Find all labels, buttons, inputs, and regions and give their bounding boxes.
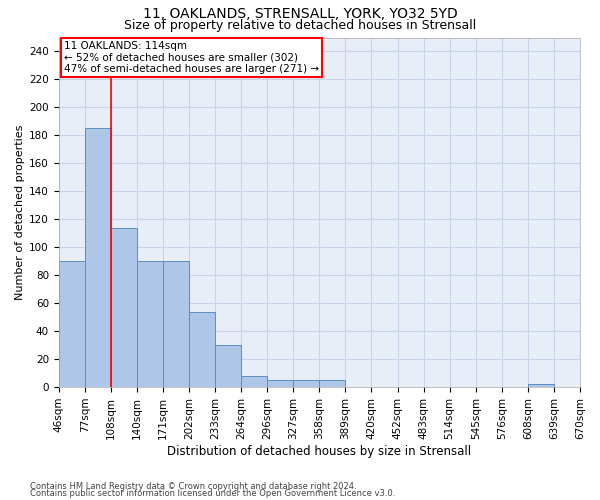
- Text: Size of property relative to detached houses in Strensall: Size of property relative to detached ho…: [124, 19, 476, 32]
- Text: 11 OAKLANDS: 114sqm
← 52% of detached houses are smaller (302)
47% of semi-detac: 11 OAKLANDS: 114sqm ← 52% of detached ho…: [64, 41, 319, 74]
- X-axis label: Distribution of detached houses by size in Strensall: Distribution of detached houses by size …: [167, 444, 472, 458]
- Bar: [85, 128, 111, 387]
- Bar: [293, 380, 319, 387]
- Bar: [189, 312, 215, 387]
- Bar: [267, 380, 293, 387]
- Bar: [319, 380, 346, 387]
- Text: Contains HM Land Registry data © Crown copyright and database right 2024.: Contains HM Land Registry data © Crown c…: [30, 482, 356, 491]
- Bar: [59, 261, 85, 387]
- Bar: [241, 376, 267, 387]
- Bar: [528, 384, 554, 387]
- Bar: [137, 261, 163, 387]
- Bar: [111, 228, 137, 387]
- Bar: [163, 261, 189, 387]
- Y-axis label: Number of detached properties: Number of detached properties: [15, 124, 25, 300]
- Text: Contains public sector information licensed under the Open Government Licence v3: Contains public sector information licen…: [30, 489, 395, 498]
- Bar: [215, 345, 241, 387]
- Text: 11, OAKLANDS, STRENSALL, YORK, YO32 5YD: 11, OAKLANDS, STRENSALL, YORK, YO32 5YD: [143, 8, 457, 22]
